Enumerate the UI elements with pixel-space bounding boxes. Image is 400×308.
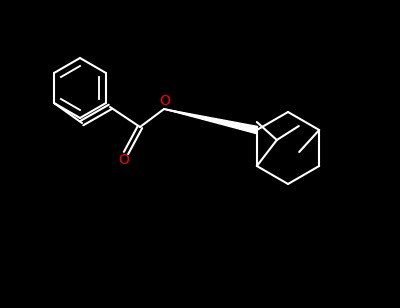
Polygon shape bbox=[164, 109, 258, 133]
Text: O: O bbox=[159, 94, 170, 108]
Text: O: O bbox=[118, 153, 130, 167]
